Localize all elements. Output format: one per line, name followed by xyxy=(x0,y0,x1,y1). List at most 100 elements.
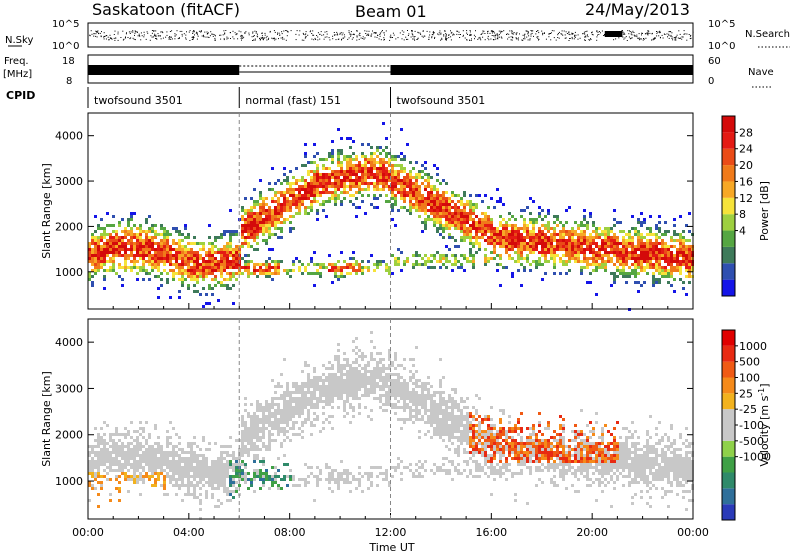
velocity-cell xyxy=(262,436,265,439)
power-cell xyxy=(190,260,193,263)
power-cell xyxy=(196,290,199,293)
power-cell xyxy=(592,224,595,227)
power-cell xyxy=(94,248,97,251)
power-cell xyxy=(313,188,316,191)
nsky-point xyxy=(244,32,246,34)
power-cell xyxy=(166,281,169,284)
power-cell xyxy=(271,212,274,215)
nsky-point xyxy=(669,31,671,32)
power-cell xyxy=(577,236,580,239)
velocity-cell xyxy=(331,490,334,493)
power-cell xyxy=(439,206,442,209)
power-cell xyxy=(253,200,256,203)
power-cell xyxy=(442,230,445,233)
power-cell xyxy=(523,230,526,233)
power-cell xyxy=(328,167,331,170)
power-cell xyxy=(637,236,640,239)
power-cell xyxy=(316,188,319,191)
power-cell xyxy=(385,200,388,203)
power-cell xyxy=(427,173,430,176)
nsky-point xyxy=(639,39,640,41)
nsky-point xyxy=(151,32,153,34)
power-cell xyxy=(481,230,484,233)
power-cell xyxy=(469,209,472,212)
velocity-cell xyxy=(91,466,94,469)
velocity-cell xyxy=(88,451,91,454)
velocity-cell xyxy=(322,400,325,403)
power-cell xyxy=(139,242,142,245)
velocity-cell xyxy=(241,442,244,445)
velocity-cell xyxy=(196,457,199,460)
power-cell xyxy=(349,179,352,182)
nsky-point xyxy=(592,34,594,36)
velocity-cell xyxy=(244,445,247,448)
power-cell xyxy=(394,176,397,179)
power-cell xyxy=(661,254,664,257)
power-cell xyxy=(412,254,415,257)
power-cell xyxy=(166,260,169,263)
power-cell xyxy=(235,251,238,254)
velocity-cell xyxy=(265,478,268,481)
velocity-cell xyxy=(163,478,166,481)
nsky-point xyxy=(237,38,239,40)
power-cell xyxy=(553,245,556,248)
velocity-cell xyxy=(184,484,187,487)
power-cell xyxy=(499,242,502,245)
power-ytick-2: 3000 xyxy=(55,175,83,188)
power-cell xyxy=(91,236,94,239)
power-cell xyxy=(349,194,352,197)
power-cell xyxy=(463,191,466,194)
power-cell xyxy=(421,257,424,260)
nsky-point xyxy=(496,33,498,35)
nsky-point xyxy=(645,37,647,39)
power-cell xyxy=(136,239,139,242)
velocity-cell xyxy=(292,412,295,415)
nsky-point xyxy=(366,35,368,36)
velocity-cell xyxy=(325,418,328,421)
power-cell xyxy=(658,227,661,230)
velocity-cell xyxy=(247,472,250,475)
power-cell xyxy=(583,224,586,227)
power-cell xyxy=(340,167,343,170)
power-cell xyxy=(235,278,238,281)
power-cell xyxy=(493,239,496,242)
power-cell xyxy=(301,194,304,197)
power-cell xyxy=(265,269,268,272)
power-cell xyxy=(622,266,625,269)
power-cell xyxy=(118,221,121,224)
velocity-cell xyxy=(136,469,139,472)
velocity-cell xyxy=(274,424,277,427)
power-cell xyxy=(613,281,616,284)
power-cell xyxy=(220,254,223,257)
velocity-cell xyxy=(202,484,205,487)
velocity-cell xyxy=(265,448,268,451)
power-cell xyxy=(409,206,412,209)
power-cell xyxy=(382,173,385,176)
velocity-cell xyxy=(151,475,154,478)
power-cell xyxy=(181,257,184,260)
power-cell xyxy=(424,203,427,206)
power-cell xyxy=(637,281,640,284)
power-cell xyxy=(169,269,172,272)
power-cell xyxy=(328,191,331,194)
velocity-cell xyxy=(88,445,91,448)
power-cell xyxy=(577,227,580,230)
velocity-cell xyxy=(136,463,139,466)
velocity-cell xyxy=(268,439,271,442)
velocity-cell xyxy=(208,478,211,481)
velocity-cell xyxy=(310,472,313,475)
velocity-cell xyxy=(133,481,136,484)
power-cell xyxy=(484,194,487,197)
nsky-point xyxy=(339,33,341,35)
nsky-point xyxy=(638,37,640,39)
power-cell xyxy=(565,251,568,254)
velocity-cell xyxy=(136,460,139,463)
nsky-point xyxy=(516,32,518,34)
power-cell xyxy=(526,257,529,260)
power-cell xyxy=(160,251,163,254)
velocity-cell xyxy=(232,475,235,478)
power-cell xyxy=(133,266,136,269)
nsky-point xyxy=(626,40,628,41)
velocity-cell xyxy=(160,445,163,448)
power-cell xyxy=(607,251,610,254)
